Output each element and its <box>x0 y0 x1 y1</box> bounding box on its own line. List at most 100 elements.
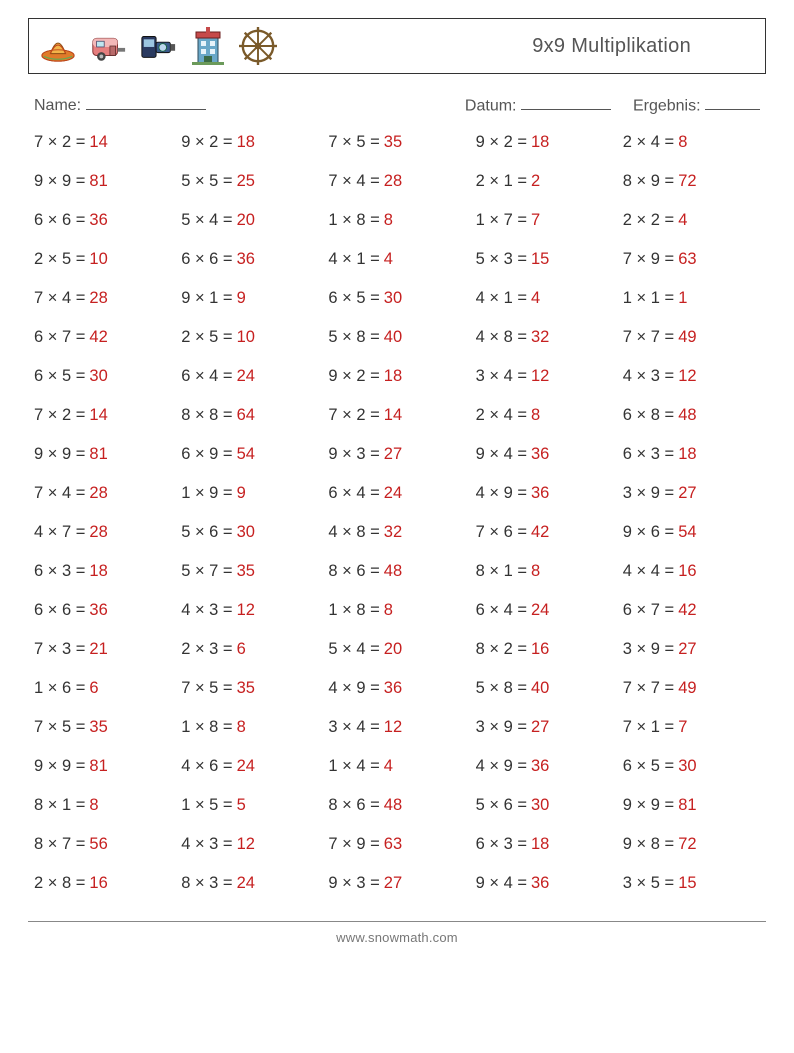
answer-text: 14 <box>384 406 402 425</box>
equation-text: 5 × 6 = <box>476 796 527 815</box>
equation-text: 6 × 3 = <box>623 445 674 464</box>
answer-text: 27 <box>678 484 696 503</box>
equation-text: 4 × 6 = <box>181 757 232 776</box>
equation-text: 5 × 8 = <box>476 679 527 698</box>
answer-text: 18 <box>531 133 549 152</box>
problem-cell: 9 × 2 =18 <box>181 133 318 152</box>
answer-text: 63 <box>384 835 402 854</box>
answer-text: 12 <box>531 367 549 386</box>
answer-text: 27 <box>384 874 402 893</box>
equation-text: 2 × 5 = <box>181 328 232 347</box>
answer-text: 63 <box>678 250 696 269</box>
answer-text: 7 <box>531 211 540 230</box>
problem-cell: 9 × 2 =18 <box>476 133 613 152</box>
problem-cell: 5 × 8 =40 <box>476 679 613 698</box>
problem-cell: 3 × 4 =12 <box>476 367 613 386</box>
answer-text: 40 <box>531 679 549 698</box>
equation-text: 9 × 8 = <box>623 835 674 854</box>
equation-text: 8 × 1 = <box>476 562 527 581</box>
answer-text: 36 <box>89 211 107 230</box>
problem-cell: 2 × 4 =8 <box>623 133 760 152</box>
problem-cell: 8 × 6 =48 <box>328 796 465 815</box>
problem-cell: 7 × 5 =35 <box>328 133 465 152</box>
equation-text: 9 × 3 = <box>328 445 379 464</box>
equation-text: 9 × 1 = <box>181 289 232 308</box>
problem-cell: 4 × 3 =12 <box>181 835 318 854</box>
answer-text: 8 <box>237 718 246 737</box>
answer-text: 8 <box>531 562 540 581</box>
problem-cell: 9 × 9 =81 <box>34 172 171 191</box>
answer-text: 36 <box>531 874 549 893</box>
equation-text: 6 × 5 = <box>34 367 85 386</box>
equation-text: 7 × 5 = <box>34 718 85 737</box>
problem-cell: 1 × 6 =6 <box>34 679 171 698</box>
answer-text: 54 <box>678 523 696 542</box>
answer-text: 81 <box>678 796 696 815</box>
equation-text: 4 × 3 = <box>181 835 232 854</box>
problem-cell: 9 × 9 =81 <box>34 757 171 776</box>
equation-text: 7 × 4 = <box>34 484 85 503</box>
answer-text: 30 <box>237 523 255 542</box>
problem-cell: 9 × 9 =81 <box>623 796 760 815</box>
problem-cell: 4 × 1 =4 <box>328 250 465 269</box>
equation-text: 8 × 7 = <box>34 835 85 854</box>
equation-text: 9 × 9 = <box>34 757 85 776</box>
equation-text: 1 × 8 = <box>181 718 232 737</box>
building-icon <box>187 25 229 67</box>
problem-cell: 9 × 4 =36 <box>476 445 613 464</box>
problem-cell: 9 × 2 =18 <box>328 367 465 386</box>
problem-cell: 7 × 4 = 28 <box>328 172 465 191</box>
equation-text: 9 × 6 = <box>623 523 674 542</box>
problem-cell: 2 × 5 =10 <box>34 250 171 269</box>
problem-cell: 2 × 1 =2 <box>476 172 613 191</box>
equation-text: 7 × 4 = <box>328 172 379 191</box>
problem-cell: 5 × 4 =20 <box>328 640 465 659</box>
equation-text: 4 × 3 = <box>181 601 232 620</box>
problem-cell: 9 × 3 =27 <box>328 445 465 464</box>
equation-text: 7 × 7 = <box>623 328 674 347</box>
info-row: Name: Datum: Ergebnis: <box>28 96 766 115</box>
problem-cell: 5 × 3 =15 <box>476 250 613 269</box>
header-box: 9x9 Multiplikation <box>28 18 766 74</box>
equation-text: 6 × 4 = <box>328 484 379 503</box>
equation-text: 1 × 1 = <box>623 289 674 308</box>
problem-cell: 6 × 5 =30 <box>623 757 760 776</box>
answer-text: 1 <box>678 289 687 308</box>
equation-text: 9 × 9 = <box>34 172 85 191</box>
result-blank <box>705 96 760 110</box>
problem-cell: 8 × 1 =8 <box>34 796 171 815</box>
problem-cell: 8 × 6 =48 <box>328 562 465 581</box>
answer-text: 14 <box>89 406 107 425</box>
answer-text: 42 <box>89 328 107 347</box>
caravan-icon <box>87 25 129 67</box>
problem-cell: 7 × 2 =14 <box>328 406 465 425</box>
answer-text: 8 <box>678 133 687 152</box>
problem-cell: 9 × 1 =9 <box>181 289 318 308</box>
answer-text: 27 <box>678 640 696 659</box>
equation-text: 9 × 2 = <box>328 367 379 386</box>
answer-text: 42 <box>678 601 696 620</box>
problem-cell: 6 × 5 =30 <box>328 289 465 308</box>
answer-text: 16 <box>89 874 107 893</box>
answer-text: 6 <box>237 640 246 659</box>
wheel-icon <box>237 25 279 67</box>
answer-text: 32 <box>384 523 402 542</box>
answer-text: 15 <box>678 874 696 893</box>
problem-cell: 9 × 3 =27 <box>328 874 465 893</box>
answer-text: 40 <box>384 328 402 347</box>
answer-text: 28 <box>384 172 402 191</box>
equation-text: 6 × 4 = <box>476 601 527 620</box>
answer-text: 5 <box>237 796 246 815</box>
problem-cell: 6 × 5 =30 <box>34 367 171 386</box>
answer-text: 2 <box>531 172 540 191</box>
equation-text: 5 × 4 = <box>181 211 232 230</box>
problem-cell: 4 × 8 =32 <box>328 523 465 542</box>
equation-text: 9 × 4 = <box>476 445 527 464</box>
equation-text: 2 × 4 = <box>623 133 674 152</box>
problem-cell: 5 × 7 =35 <box>181 562 318 581</box>
problem-cell: 4 × 9 =36 <box>476 757 613 776</box>
answer-text: 48 <box>678 406 696 425</box>
equation-text: 6 × 4 = <box>181 367 232 386</box>
equation-text: 4 × 4 = <box>623 562 674 581</box>
problem-cell: 8 × 8 =64 <box>181 406 318 425</box>
